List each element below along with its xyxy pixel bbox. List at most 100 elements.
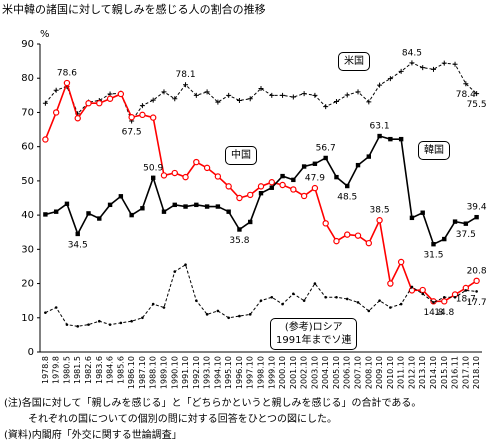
marker bbox=[333, 237, 340, 245]
marker bbox=[323, 155, 328, 161]
marker bbox=[322, 220, 329, 227]
chart-title: 米中韓の諸国に対して親しみを感じる人の割合の推移 bbox=[2, 2, 266, 16]
y-tick-label: 80 bbox=[21, 73, 34, 84]
x-tick-label: 1979.8 bbox=[52, 356, 61, 384]
data-label: 78.1 bbox=[176, 70, 196, 80]
marker bbox=[139, 103, 145, 109]
marker bbox=[257, 183, 265, 190]
legend-korea: 韓国 bbox=[418, 141, 450, 160]
marker bbox=[387, 280, 394, 287]
series-line bbox=[45, 135, 478, 246]
x-tick-label: 1994.10 bbox=[213, 356, 222, 389]
data-label: 48.5 bbox=[337, 193, 357, 203]
marker bbox=[397, 258, 405, 266]
data-label: 38.5 bbox=[370, 206, 390, 216]
marker bbox=[409, 60, 415, 66]
x-tick-label: 1997.10 bbox=[246, 356, 255, 389]
series-line bbox=[45, 62, 477, 123]
marker bbox=[333, 98, 339, 104]
marker bbox=[215, 99, 221, 105]
marker bbox=[63, 79, 71, 87]
marker bbox=[150, 175, 156, 181]
data-label: 75.5 bbox=[467, 100, 487, 110]
marker bbox=[43, 212, 48, 217]
marker bbox=[248, 313, 252, 316]
x-tick-label: 1993.10 bbox=[203, 356, 212, 389]
marker bbox=[214, 173, 222, 180]
x-tick-label: 1988.10 bbox=[149, 356, 158, 389]
x-tick-label: 2004.10 bbox=[321, 356, 330, 389]
marker bbox=[171, 169, 178, 177]
marker bbox=[398, 68, 404, 74]
marker bbox=[354, 232, 362, 239]
marker bbox=[430, 66, 436, 72]
marker bbox=[203, 164, 211, 172]
marker bbox=[408, 287, 416, 294]
marker bbox=[96, 100, 103, 107]
marker bbox=[387, 76, 393, 82]
y-tick-label: 20 bbox=[21, 279, 34, 290]
marker bbox=[344, 231, 351, 238]
marker bbox=[117, 90, 125, 98]
marker bbox=[75, 231, 80, 237]
marker bbox=[172, 202, 177, 208]
data-label: 39.4 bbox=[467, 203, 487, 213]
marker bbox=[216, 309, 220, 313]
marker bbox=[74, 115, 81, 122]
y-tick-label: 90 bbox=[21, 39, 34, 50]
marker bbox=[365, 239, 373, 247]
y-tick-label: 0 bbox=[28, 347, 34, 358]
marker bbox=[323, 104, 329, 110]
marker bbox=[151, 302, 155, 306]
x-tick-label: 2015.10 bbox=[440, 356, 449, 389]
note: (資料)内閣府「外交に関する世論調査」 bbox=[4, 430, 182, 441]
marker bbox=[421, 292, 425, 296]
marker bbox=[162, 306, 166, 309]
marker bbox=[453, 295, 457, 299]
marker bbox=[312, 92, 318, 98]
marker bbox=[463, 81, 469, 87]
marker bbox=[300, 192, 308, 200]
marker bbox=[366, 154, 372, 159]
marker bbox=[64, 201, 70, 207]
marker bbox=[452, 61, 458, 67]
marker bbox=[301, 91, 307, 97]
x-tick-label: 1989.10 bbox=[159, 356, 168, 389]
legend-russia: (参考)ロシア 1991年までソ連 bbox=[270, 318, 358, 350]
data-label: 63.1 bbox=[370, 122, 390, 132]
x-tick-label: 2012.10 bbox=[407, 356, 416, 389]
x-tick-label: 2001.10 bbox=[289, 356, 298, 389]
marker bbox=[420, 65, 426, 71]
marker bbox=[474, 214, 479, 220]
x-tick-label: 2003.10 bbox=[310, 356, 319, 389]
data-label: 47.9 bbox=[305, 174, 325, 184]
marker bbox=[54, 306, 58, 309]
marker bbox=[367, 309, 371, 313]
marker bbox=[44, 311, 47, 314]
marker bbox=[355, 162, 361, 168]
marker bbox=[281, 302, 284, 306]
marker bbox=[236, 194, 243, 202]
x-tick-label: 2013.10 bbox=[418, 356, 427, 389]
x-tick-label: 1999.10 bbox=[267, 356, 276, 389]
marker bbox=[248, 219, 253, 225]
x-tick-label: 1992.10 bbox=[192, 356, 201, 389]
marker bbox=[431, 242, 436, 247]
x-tick-label: 1983.6 bbox=[95, 356, 104, 384]
marker bbox=[420, 210, 425, 215]
marker bbox=[442, 295, 446, 299]
data-label: 20.8 bbox=[467, 266, 487, 276]
marker bbox=[150, 97, 156, 103]
marker bbox=[195, 299, 198, 302]
marker bbox=[128, 114, 135, 121]
y-tick-label: 70 bbox=[21, 107, 34, 118]
marker bbox=[452, 219, 458, 224]
data-label: 14.8 bbox=[434, 308, 454, 318]
marker bbox=[313, 282, 317, 285]
marker bbox=[119, 321, 123, 325]
marker bbox=[290, 186, 297, 193]
marker bbox=[409, 215, 415, 221]
marker bbox=[279, 181, 286, 189]
marker bbox=[474, 91, 480, 97]
